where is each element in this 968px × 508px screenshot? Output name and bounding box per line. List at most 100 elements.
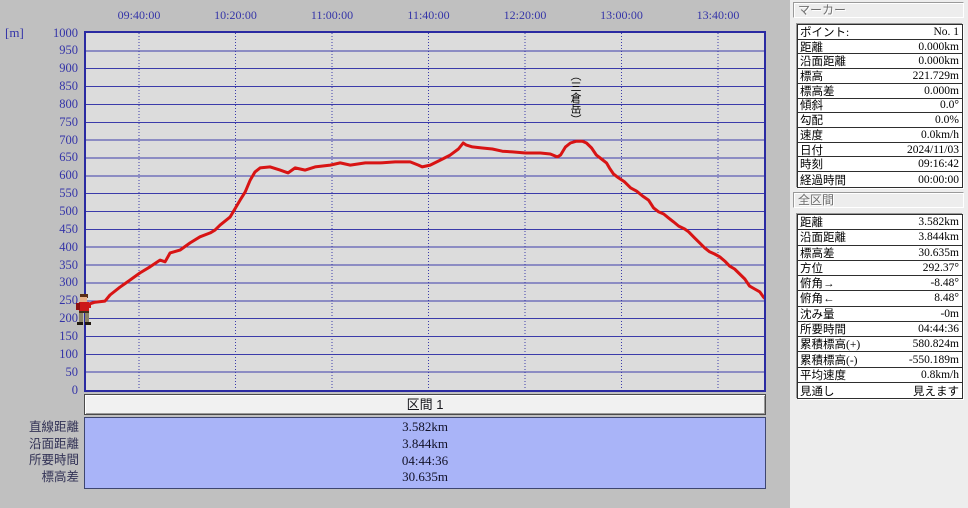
row-label: 所要時間: [800, 324, 846, 336]
row-value: 00:00:00: [918, 173, 959, 186]
row-label: 距離: [800, 217, 823, 230]
row-label: 沿面距離: [800, 56, 846, 69]
table-row: 沈み量 -0m: [798, 307, 962, 322]
row-value: 0.8km/h: [920, 368, 959, 381]
marker-panel-header: マーカー: [793, 2, 964, 18]
section-row-label: 直線距離: [28, 420, 79, 434]
y-axis-unit-label: [m]: [5, 25, 24, 40]
y-tick-label: 350: [59, 257, 78, 272]
table-row: 傾斜 0.0°: [798, 99, 962, 114]
table-row: 時刻 09:16:42: [798, 157, 962, 173]
row-value: 221.729m: [912, 70, 959, 83]
section-row-label: 標高差: [41, 469, 79, 484]
y-tick-label: 550: [59, 186, 78, 201]
y-tick-label: 850: [59, 79, 78, 94]
x-tick-label: 13:40:00: [696, 8, 740, 22]
info-panel: マーカー ポイント: No. 1 距離 0.000km 沿面距離 0.000km 標高 221…: [790, 0, 968, 508]
section-row-value: 04:44:36: [401, 452, 449, 468]
row-value: -8.48°: [930, 277, 959, 290]
row-label: 時刻: [800, 159, 823, 172]
section-row-value: 3.582km: [402, 419, 448, 434]
marker-table: ポイント: No. 1 距離 0.000km 沿面距離 0.000km 標高 221.729m…: [797, 24, 963, 188]
table-row: 沿面距離 0.000km: [798, 54, 962, 70]
y-tick-label: 700: [59, 132, 78, 147]
y-tick-label: 150: [59, 328, 78, 343]
y-tick-label: 950: [59, 43, 78, 58]
y-tick-label: 1000: [53, 25, 78, 40]
table-row: ポイント: No. 1: [798, 25, 962, 40]
total-table: 距離 3.582km 沿面距離 3.844km 標高差 30.635m 方位 292.37° 俯…: [797, 214, 963, 400]
row-label: 平均速度: [800, 369, 846, 382]
row-value: 8.48°: [934, 292, 959, 305]
table-row: 俯角→ -8.48°: [798, 276, 962, 292]
x-tick-label: 11:40:00: [407, 8, 450, 22]
x-tick-label: 13:00:00: [600, 8, 643, 22]
table-row: 経過時間 00:00:00: [798, 172, 962, 187]
row-label: 速度: [800, 129, 823, 142]
x-tick-label: 11:00:00: [310, 8, 354, 22]
row-label: 俯角←: [800, 293, 835, 306]
table-row: 方位 292.37°: [798, 261, 962, 277]
row-value: 292.37°: [922, 261, 959, 274]
y-tick-label: 50: [65, 364, 79, 379]
y-tick-label: 650: [59, 150, 78, 165]
plot-area[interactable]: [84, 31, 766, 392]
y-tick-label: 900: [59, 61, 78, 76]
elevation-chart: [m] 09:40:00 10:20:00 11:00:00 11:40:00 12:2…: [0, 8, 766, 489]
y-tick-label: 250: [59, 293, 78, 308]
row-label: 沿面距離: [800, 232, 846, 245]
y-tick-label: 0: [71, 382, 78, 397]
row-value: No. 1: [933, 25, 959, 38]
row-label: 経過時間: [800, 174, 846, 187]
plot-canvas: [86, 33, 764, 390]
y-tick-label: 450: [59, 221, 78, 236]
table-row: 俯角← 8.48°: [798, 291, 962, 307]
row-value: 30.635m: [918, 246, 959, 259]
row-label: 標高差: [800, 247, 835, 260]
row-value: 0.000km: [918, 55, 959, 68]
y-tick-label: 750: [59, 114, 78, 129]
row-value: 580.824m: [912, 338, 959, 351]
peak-annotation-mikuradake: （三倉岳）: [569, 70, 581, 125]
row-value: 09:16:42: [918, 158, 959, 171]
row-value: -0m: [940, 307, 959, 320]
total-panel-header: 全区間: [793, 192, 964, 208]
row-label: 方位: [800, 262, 823, 275]
x-tick-label: 10:20:00: [214, 8, 257, 22]
x-tick-label: 12:20:00: [503, 8, 547, 22]
row-label: 標高: [800, 71, 823, 84]
table-row: 距離 0.000km: [798, 40, 962, 55]
row-value: 3.844km: [918, 231, 959, 244]
section-summary-labels: 直線距離 沿面距離 所要時間 標高差: [0, 419, 80, 485]
row-label: ポイント:: [800, 26, 850, 39]
table-row: 所要時間 04:44:36: [798, 322, 962, 338]
row-label: 傾斜: [800, 100, 823, 113]
section-summary-values: 3.582km 3.844km 04:44:36 30.635m: [84, 417, 766, 489]
table-row: 累積標高(+) 580.824m: [798, 337, 962, 353]
y-tick-label: 400: [59, 239, 78, 254]
y-tick-label: 100: [59, 346, 78, 361]
table-row: 標高 221.729m: [798, 69, 962, 84]
y-tick-label: 600: [59, 168, 78, 183]
table-row: 標高差 0.000m: [798, 84, 962, 99]
row-value: 0.0km/h: [920, 128, 959, 141]
table-row: 速度 0.0km/h: [798, 128, 962, 143]
table-row: 勾配 0.0%: [798, 113, 962, 129]
row-label: 距離: [800, 41, 823, 54]
row-value: 0.000m: [924, 84, 959, 97]
row-label: 見通し: [800, 385, 835, 398]
table-row: 平均速度 0.8km/h: [798, 368, 962, 383]
y-tick-label: 500: [59, 204, 78, 218]
row-label: 累積標高(+): [800, 339, 861, 352]
section-header: 区間 1: [84, 394, 766, 415]
row-value: 04:44:36: [918, 322, 959, 335]
row-label: 勾配: [800, 115, 823, 128]
row-value: 0.0%: [935, 114, 959, 127]
row-label: 累積標高(-): [800, 354, 858, 367]
hiker-icon: [76, 294, 91, 325]
section-row-label: 所要時間: [28, 453, 79, 468]
y-tick-label: 300: [59, 275, 78, 290]
row-value: -550.189m: [908, 353, 959, 366]
row-value: 2024/11/03: [907, 143, 959, 156]
table-row: 沿面距離 3.844km: [798, 230, 962, 246]
